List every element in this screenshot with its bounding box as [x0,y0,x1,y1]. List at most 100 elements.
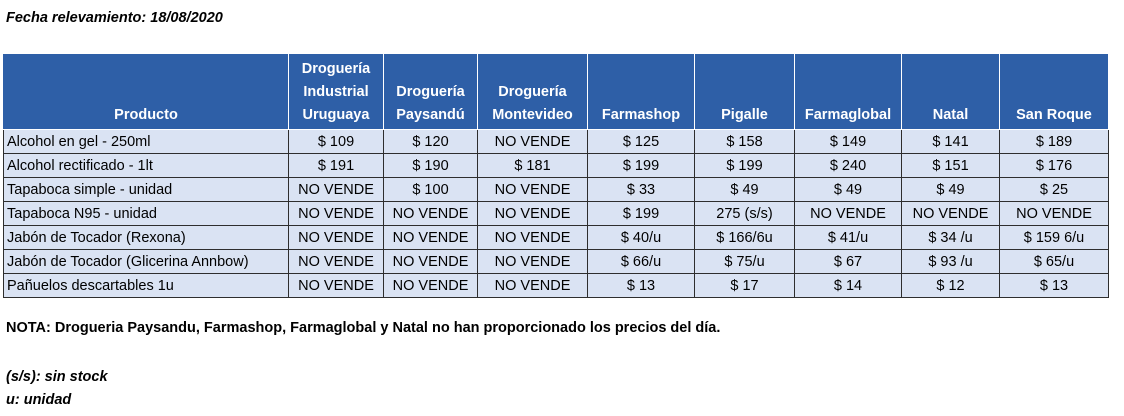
price-cell: $ 120 [383,129,478,154]
table-row: Tapaboca simple - unidad NO VENDE $ 100 NO … [3,177,1109,202]
price-cell: $ 151 [901,153,1000,178]
survey-date: Fecha relevamiento: 18/08/2020 [6,10,223,26]
legend-unidad: u: unidad [6,392,72,408]
price-cell: NO VENDE [288,249,384,274]
column-header-line: Producto [114,107,178,123]
price-cell: $ 166/6u [694,225,795,250]
price-cell: $ 191 [288,153,384,178]
column-header-line: Farmaglobal [804,107,892,123]
price-cell: $ 75/u [694,249,795,274]
column-header-line: Paysandú [396,107,465,123]
price-cell: $ 14 [794,273,902,298]
product-name-cell: Jabón de Tocador (Glicerina Annbow) [3,249,289,274]
price-cell: NO VENDE [288,201,384,226]
product-name-cell: Alcohol en gel - 250ml [3,129,289,154]
price-cell: $ 176 [999,153,1109,178]
price-cell: NO VENDE [383,273,478,298]
product-name-cell: Tapaboca N95 - unidad [3,201,289,226]
price-cell: NO VENDE [477,225,588,250]
price-cell: $ 190 [383,153,478,178]
column-header-line: Montevideo [492,107,573,123]
price-cell: NO VENDE [288,177,384,202]
price-cell: $ 33 [587,177,695,202]
column-header: Natal [901,54,1000,130]
price-cell: $ 159 6/u [999,225,1109,250]
product-name-cell: Pañuelos descartables 1u [3,273,289,298]
price-cell: $ 13 [587,273,695,298]
note-text: NOTA: Drogueria Paysandu, Farmashop, Far… [6,320,721,336]
column-header: Droguería Montevideo [477,54,588,130]
price-cell: NO VENDE [477,249,588,274]
price-cell: $ 199 [587,201,695,226]
price-cell: NO VENDE [383,249,478,274]
price-cell: NO VENDE [999,201,1109,226]
table-header: Producto Droguería Industrial Uruguaya Drogu… [3,54,1109,130]
price-cell: NO VENDE [383,225,478,250]
price-cell: $ 17 [694,273,795,298]
price-cell: $ 49 [901,177,1000,202]
column-header-line: Droguería [396,84,465,100]
price-cell: $ 13 [999,273,1109,298]
price-cell: NO VENDE [477,273,588,298]
price-cell: $ 240 [794,153,902,178]
price-cell: $ 40/u [587,225,695,250]
price-cell: $ 141 [901,129,1000,154]
price-cell: $ 199 [694,153,795,178]
price-cell: NO VENDE [383,201,478,226]
price-cell: $ 67 [794,249,902,274]
column-header-line: Industrial [303,84,369,100]
column-header-line: Droguería [498,84,567,100]
column-header: Pigalle [694,54,795,130]
price-cell: $ 41/u [794,225,902,250]
price-cell: $ 181 [477,153,588,178]
column-header-line: San Roque [1016,107,1092,123]
table-row: Tapaboca N95 - unidad NO VENDE NO VENDE NO … [3,201,1109,226]
price-cell: NO VENDE [901,201,1000,226]
price-table: Producto Droguería Industrial Uruguaya Drogu… [3,54,1109,298]
price-cell: $ 65/u [999,249,1109,274]
price-cell: $ 100 [383,177,478,202]
column-header-line: Droguería [301,61,371,77]
price-cell: $ 199 [587,153,695,178]
column-header: San Roque [999,54,1109,130]
price-cell: NO VENDE [477,177,588,202]
price-cell: $ 125 [587,129,695,154]
column-header: Farmaglobal [794,54,902,130]
price-cell: NO VENDE [477,129,588,154]
price-cell: $ 12 [901,273,1000,298]
price-cell: NO VENDE [288,273,384,298]
price-cell: 275 (s/s) [694,201,795,226]
product-name-cell: Alcohol rectificado - 1lt [3,153,289,178]
column-header-line: Uruguaya [302,107,370,123]
column-header-line: Natal [932,107,969,123]
price-cell: $ 109 [288,129,384,154]
price-cell: $ 34 /u [901,225,1000,250]
table-row: Pañuelos descartables 1u NO VENDE NO VENDE… [3,273,1109,298]
column-header: Producto [3,54,289,130]
column-header-line: Farmashop [601,107,681,123]
column-header-line: Pigalle [721,107,768,123]
price-cell: $ 93 /u [901,249,1000,274]
table-row: Jabón de Tocador (Rexona) NO VENDE NO VEND… [3,225,1109,250]
legend-sin-stock: (s/s): sin stock [6,369,108,385]
table-row: Alcohol en gel - 250ml $ 109 $ 120 NO VENDE… [3,129,1109,154]
price-cell: NO VENDE [288,225,384,250]
price-cell: $ 49 [794,177,902,202]
price-cell: $ 149 [794,129,902,154]
table-row: Jabón de Tocador (Glicerina Annbow) NO VE… [3,249,1109,274]
price-cell: $ 189 [999,129,1109,154]
table-row: Alcohol rectificado - 1lt $ 191 $ 190 $ 181… [3,153,1109,178]
column-header: Droguería Industrial Uruguaya [288,54,384,130]
table-body: Alcohol en gel - 250ml $ 109 $ 120 NO VENDE… [3,129,1109,298]
price-cell: NO VENDE [794,201,902,226]
header-row: Producto Droguería Industrial Uruguaya Drogu… [3,54,1109,130]
price-cell: $ 158 [694,129,795,154]
price-cell: $ 25 [999,177,1109,202]
price-cell: NO VENDE [477,201,588,226]
column-header: Droguería Paysandú [383,54,478,130]
column-header: Farmashop [587,54,695,130]
product-name-cell: Tapaboca simple - unidad [3,177,289,202]
price-cell: $ 66/u [587,249,695,274]
product-name-cell: Jabón de Tocador (Rexona) [3,225,289,250]
price-cell: $ 49 [694,177,795,202]
